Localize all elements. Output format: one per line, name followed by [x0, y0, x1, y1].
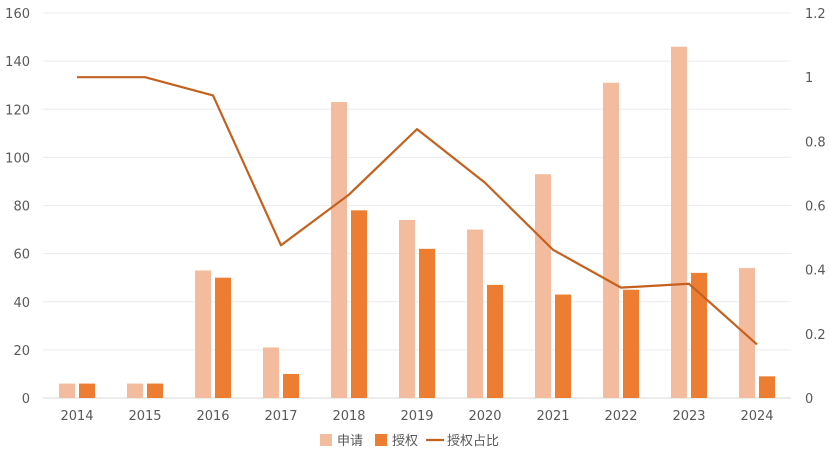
bar-授权-2018 — [351, 210, 367, 398]
bar-申请-2024 — [739, 268, 755, 398]
bar-申请-2022 — [603, 82, 619, 398]
y2-tick-label: 0.2 — [805, 328, 826, 343]
x-tick-label: 2021 — [536, 409, 569, 424]
bar-申请-2020 — [467, 229, 483, 398]
legend-swatch — [375, 434, 388, 446]
y-tick-label: 20 — [13, 344, 30, 359]
legend-label: 申请 — [337, 434, 363, 449]
bar-授权-2017 — [283, 373, 299, 398]
x-tick-label: 2023 — [672, 409, 705, 424]
y-tick-label: 120 — [5, 103, 30, 118]
bar-授权-2014 — [79, 383, 95, 398]
bar-申请-2015 — [127, 383, 143, 398]
x-tick-label: 2019 — [400, 409, 433, 424]
x-tick-label: 2016 — [196, 409, 229, 424]
legend-label: 授权占比 — [447, 433, 499, 449]
legend-label: 授权 — [392, 433, 418, 449]
legend-swatch — [320, 434, 332, 446]
bar-授权-2021 — [555, 294, 571, 398]
bar-申请-2017 — [263, 347, 279, 398]
y2-tick-label: 0.8 — [805, 135, 826, 150]
y-tick-label: 40 — [13, 296, 30, 311]
x-tick-label: 2024 — [740, 409, 773, 424]
bar-授权-2015 — [147, 383, 163, 398]
bar-申请-2023 — [671, 46, 687, 398]
y-tick-label: 100 — [5, 151, 30, 166]
y-tick-label: 60 — [13, 248, 30, 263]
y-tick-label: 0 — [22, 392, 30, 407]
bar-申请-2016 — [195, 270, 211, 398]
bar-申请-2021 — [535, 174, 551, 398]
bar-申请-2019 — [399, 219, 415, 398]
y2-tick-label: 0.6 — [805, 200, 826, 215]
bar-授权-2016 — [215, 277, 231, 398]
x-tick-label: 2020 — [468, 409, 501, 424]
y-tick-label: 80 — [13, 200, 30, 215]
x-tick-label: 2014 — [60, 409, 93, 424]
y-tick-label: 140 — [5, 55, 30, 70]
bar-申请-2018 — [331, 102, 347, 398]
bar-申请-2014 — [59, 383, 75, 398]
y2-tick-label: 0 — [805, 392, 813, 407]
x-tick-label: 2015 — [128, 409, 161, 424]
bar-授权-2020 — [487, 284, 503, 398]
line-授权占比 — [77, 76, 758, 346]
y2-tick-label: 0.4 — [805, 264, 826, 279]
x-tick-label: 2022 — [604, 409, 637, 424]
bar-授权-2024 — [759, 376, 775, 398]
bar-授权-2023 — [691, 272, 707, 398]
bar-授权-2022 — [623, 289, 639, 398]
y-tick-label: 160 — [5, 7, 30, 22]
y2-tick-label: 1.2 — [805, 7, 826, 22]
y2-tick-label: 1 — [805, 71, 813, 86]
x-tick-label: 2018 — [332, 409, 365, 424]
x-tick-label: 2017 — [264, 409, 297, 424]
bar-授权-2019 — [419, 248, 435, 398]
